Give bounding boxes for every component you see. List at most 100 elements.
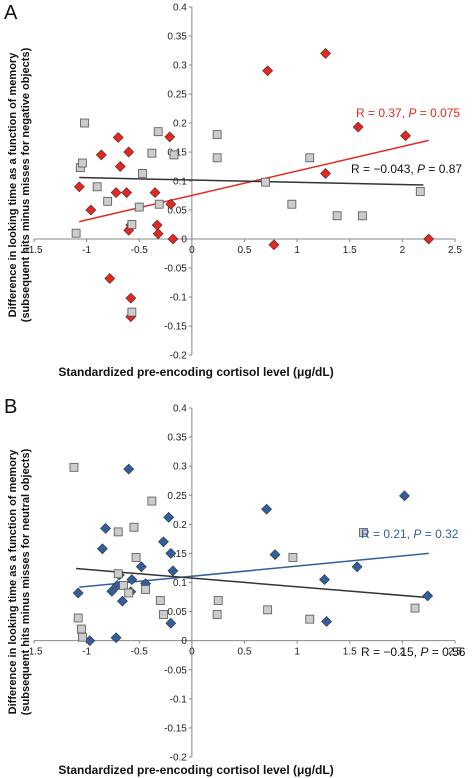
panel-a-square-point [212,130,222,140]
panel-b-y-tick-label: 0.1 [173,578,187,589]
panel-b-square-point [129,522,139,532]
panel-b-square-point [76,624,86,634]
panel-b-x-tick-label: 1 [294,647,300,658]
panel-b-fit-line-series-2 [76,567,429,599]
panel-a-x-tick-label: 0 [189,245,195,256]
panel-a-x-tick-label: 1 [294,245,300,256]
panel-a-diamond-point [125,292,137,304]
panel-a-fit-line-series-2 [79,176,424,186]
panel-b-y-axis-label-line-2: (subsequent hits minus misses for neutra… [20,448,32,715]
panel-a-diamond-point [320,168,331,179]
panel-b-y-tick-label: 0.4 [173,404,187,415]
panel-a-diamond-point [268,239,280,251]
panel-a-y-tick-label: 0.05 [167,206,187,217]
panel-a-y-tick-label: 0.35 [167,32,187,43]
panel-b-diamond-point [126,574,138,586]
panel-a-y-tick-label: 0.2 [173,119,187,130]
panel-a-diamond-point [121,187,133,199]
panel-b-y-tick-label: 0.15 [167,549,187,560]
panel-a-y-tick-label: 0.25 [167,90,187,101]
panel-a-diamond-point [352,121,364,133]
panel-a-square-point [127,220,137,229]
panel-b-diamond-point [167,565,179,577]
panel-b-square-point [159,610,168,619]
panel-a-y-tick-label: 0 [181,235,187,246]
panel-b-x-axis-label: Standardized pre-encoding cortisol level… [58,763,333,777]
panel-a-correlation-label-2: R = −0.043, P = 0.87 [351,162,462,176]
panel-b-square-point [124,588,134,598]
panel-b-diamond-point [163,511,175,523]
panel-b-fit-line-series-1 [79,552,429,588]
panel-a-diamond-point [164,131,176,143]
panel-a-square-point [80,118,89,128]
panel-b-diamond-point [135,561,147,573]
panel-b-diamond-point [106,585,118,597]
panel-b-diamond-point [399,490,410,502]
panel-b-square-point [131,553,141,562]
panel-b-y-tick-label: -0.2 [170,753,188,764]
panel-a-diamond-point [112,132,124,143]
panel-b-y-tick-label: 0.35 [167,433,187,444]
panel-b-diamond-point [116,595,128,607]
panel-b-x-tick-label: 1.5 [343,647,357,658]
panel-b-diamond-point [158,536,169,548]
panel-a-diamond-point [320,47,331,59]
panel-a-x-axis-label: Standardized pre-encoding cortisol level… [58,365,333,379]
panel-a-square-point [305,153,315,163]
panel-b-square-point [119,581,128,590]
panel-b-diamond-point [165,617,177,629]
panel-b-x-tick-label: 0 [189,647,195,658]
panel-a-diamond-point [123,146,135,158]
panel-b-square-point [78,632,87,642]
panel-b-diamond-point [351,561,363,573]
panel-a-diamond-point [149,187,161,199]
panel-b-diamond-point [123,463,135,475]
panel-a-square-point [92,182,102,192]
panel-a-square-point [332,211,342,221]
panel-b-diamond-point [165,547,177,559]
panel-a-diamond-point [95,149,107,161]
panel-a-diamond-point [262,65,274,77]
panel-b-y-tick-label: -0.1 [170,694,188,705]
panel-a-square-point [261,177,270,187]
panel-b-y-tick-label: 0.2 [173,520,187,531]
panel-b-x-tick-label: 2.5 [448,647,462,658]
panel-a-x-tick-label: -1.5 [25,245,43,256]
panel-a-square-point [147,148,157,158]
panel-b-diamond-point [321,616,333,627]
panel-b-y-tick-label: 0.05 [167,607,187,618]
panel-b-diamond-point [422,590,434,602]
panel-a-square-point [357,211,367,221]
panel-b-diamond-point [269,549,281,561]
panel-a-square-point [127,307,137,317]
panel-b-diamond-point [319,574,330,586]
panel-b-x-tick-label: -1.5 [25,647,43,658]
panel-a-square-point [78,158,87,168]
panel-a-y-axis-label-line-2: (subsequent hits minus misses for negati… [20,47,32,322]
panel-b-square-point [113,569,123,579]
panel-a-square-point [71,228,81,238]
panel-b-square-point [73,613,83,623]
panel-b-correlation-label-1: R = 0.21, P = 0.32 [361,527,459,541]
panel-a-x-tick-label: 2.5 [448,245,462,256]
panel-a-x-tick-label: -1 [82,245,91,256]
panel-a-diamond-point [152,228,164,240]
panel-b-x-tick-label: -0.5 [131,647,149,658]
panel-b-y-tick-label: 0.3 [173,462,187,473]
panel-b-y-tick-label: 0.25 [167,491,187,502]
panel-b-square-point [141,585,150,594]
panel-b-square-point [69,462,79,472]
panel-b-diamond-point [96,543,108,555]
panel-a-x-tick-label: 0.5 [238,245,252,256]
panel-b-x-tick-label: -1 [82,647,91,658]
panel-b-square-point [410,603,420,613]
panel-b-square-point [359,528,368,537]
panel-b-y-tick-label: -0.15 [164,723,187,734]
panel-b-square-point [305,614,315,624]
panel-a-square-point [415,187,425,196]
panel-a-diamond-point [400,130,411,142]
panel-a-diamond-point [73,181,85,193]
panel-b-y-tick-label: 0 [181,636,187,647]
panel-b-square-point [213,596,223,605]
